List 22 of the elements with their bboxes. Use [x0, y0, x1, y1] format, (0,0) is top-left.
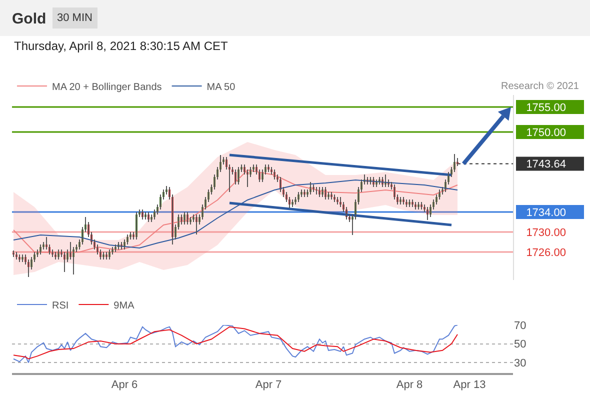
y-tick-label: 1755.00	[526, 102, 566, 114]
x-tick-label: Apr 13	[453, 379, 486, 392]
text: Research © 2021	[501, 81, 580, 92]
y-tick-label: 1734.00	[526, 206, 566, 219]
y-tick-label: 1726.00	[526, 246, 566, 259]
y-tick-label: 30	[514, 358, 526, 370]
y-tick-label: 70	[514, 320, 526, 332]
x-tick-label: Apr 7	[255, 379, 282, 392]
legend-label: RSI	[52, 300, 69, 312]
y-tick-label: 1730.00	[526, 226, 566, 239]
y-tick-label: 1750.00	[526, 126, 566, 139]
chart-subtitle: Thursday, April 8, 2021 8:30:15 AM CET	[14, 39, 229, 53]
chart-title: Gold	[12, 10, 46, 28]
line-series	[13, 180, 458, 248]
text: 30 MIN	[57, 12, 93, 24]
y-tick-label: 1743.64	[526, 158, 566, 171]
x-tick-label: Apr 8	[396, 379, 423, 392]
legend-label: 9MA	[114, 300, 135, 312]
legend-label: MA 20 + Bollinger Bands	[52, 82, 162, 93]
legend-label: MA 50	[206, 82, 236, 93]
y-tick-label: 50	[514, 338, 526, 351]
x-tick-label: Apr 6	[111, 379, 138, 392]
